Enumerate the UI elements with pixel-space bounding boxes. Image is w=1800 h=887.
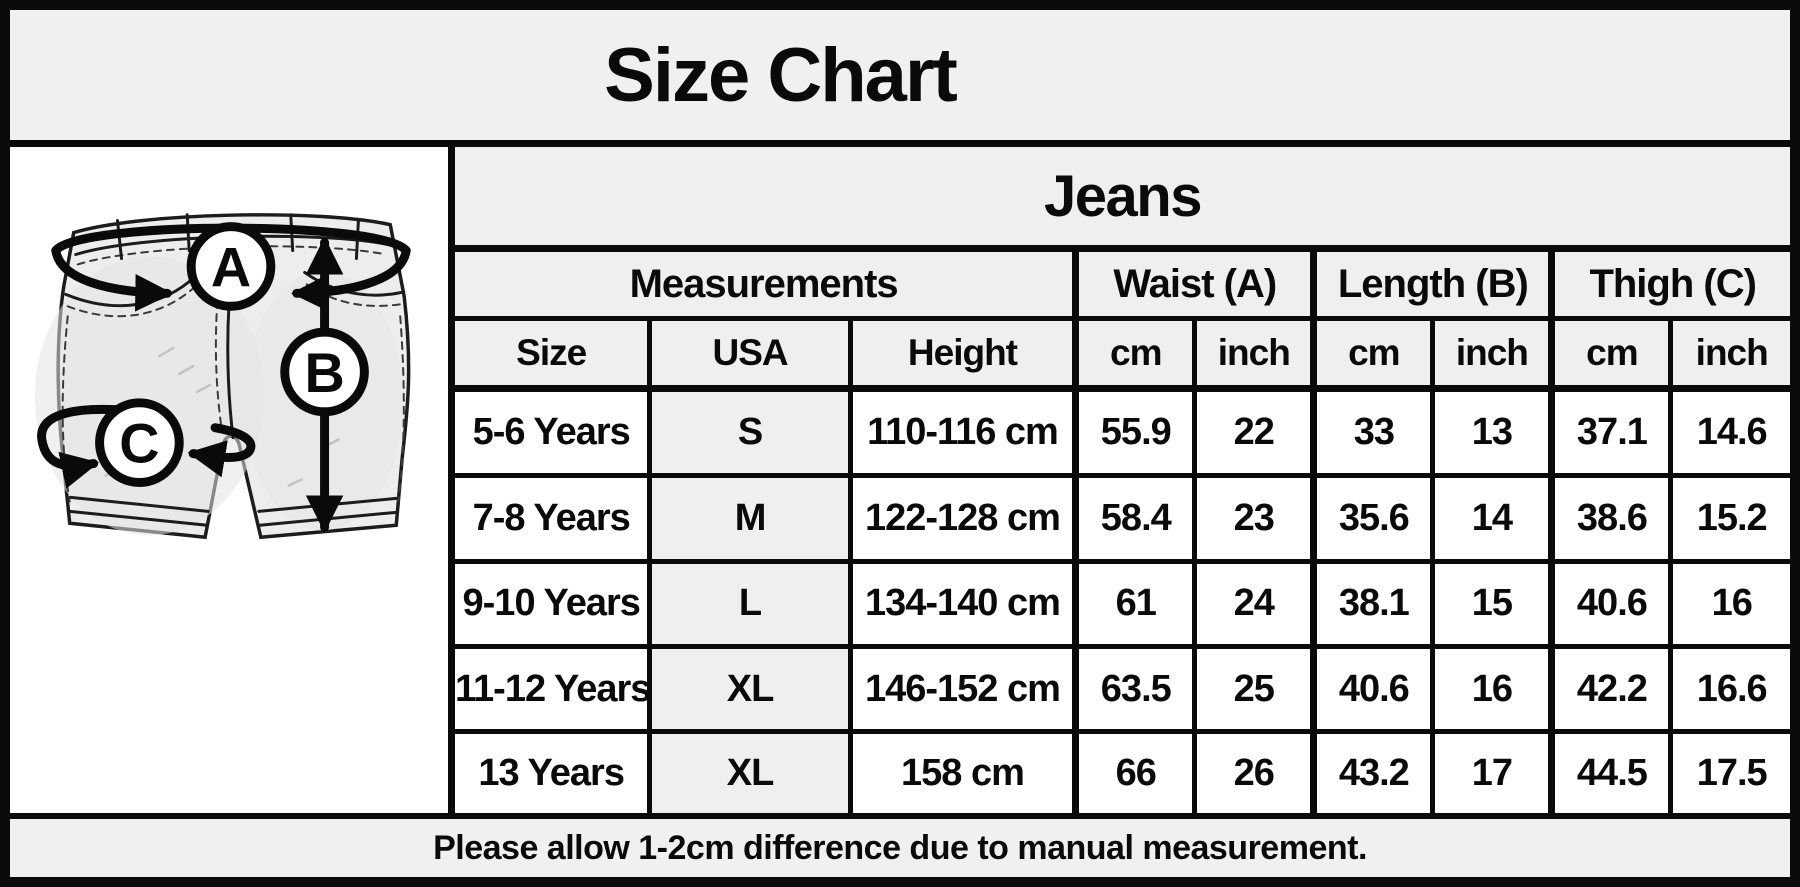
- cell-length-cm: 43.2: [1310, 729, 1436, 813]
- product-header: Jeans: [455, 147, 1790, 252]
- cell-size: 9-10 Years: [455, 558, 653, 650]
- cell-thigh-inch: 15.2: [1668, 473, 1790, 564]
- table-row: 5-6 Years S 110-116 cm 55.9 22 33 13 37.…: [455, 385, 1790, 479]
- table-row-subheaders: Size USA Height cm inch cm inch cm inch: [455, 316, 1790, 392]
- cell-thigh-inch: 16: [1668, 558, 1790, 650]
- cell-usa: M: [647, 473, 853, 564]
- cell-waist-cm: 66: [1072, 729, 1198, 813]
- cell-size: 7-8 Years: [455, 473, 653, 564]
- cell-length-inch: 14: [1430, 473, 1555, 564]
- cell-waist-inch: 22: [1192, 385, 1317, 479]
- table-row: 7-8 Years M 122-128 cm 58.4 23 35.6 14 3…: [455, 473, 1790, 564]
- cell-usa: L: [647, 558, 853, 650]
- cell-length-inch: 17: [1430, 729, 1555, 813]
- diagram-label-c: C: [119, 413, 159, 475]
- col-header-thigh-inch: inch: [1668, 316, 1790, 392]
- jeans-measurement-diagram: A B C: [10, 147, 455, 813]
- table-row-groups: Measurements Waist (A) Length (B) Thigh …: [455, 246, 1790, 321]
- cell-thigh-cm: 38.6: [1548, 473, 1674, 564]
- cell-waist-inch: 23: [1192, 473, 1317, 564]
- measurement-note: Please allow 1-2cm difference due to man…: [10, 813, 1790, 877]
- cell-thigh-inch: 16.6: [1668, 644, 1790, 735]
- group-header-thigh: Thigh (C): [1548, 246, 1790, 321]
- col-header-waist-inch: inch: [1192, 316, 1317, 392]
- cell-usa: S: [647, 385, 853, 479]
- chart-content: A B C: [10, 147, 1790, 813]
- col-header-size: Size: [455, 316, 653, 392]
- measurement-note-text: Please allow 1-2cm difference due to man…: [433, 828, 1367, 867]
- group-header-waist: Waist (A): [1072, 246, 1317, 321]
- cell-height: 146-152 cm: [847, 644, 1079, 735]
- cell-size: 13 Years: [455, 729, 653, 813]
- col-header-waist-cm: cm: [1072, 316, 1198, 392]
- page-title: Size Chart: [604, 32, 958, 118]
- diagram-label-b-badge: B: [280, 327, 369, 417]
- cell-length-cm: 38.1: [1310, 558, 1436, 650]
- cell-usa: XL: [647, 644, 853, 735]
- cell-length-cm: 33: [1310, 385, 1436, 479]
- table-row: 13 Years XL 158 cm 66 26 43.2 17 44.5 17…: [455, 729, 1790, 813]
- thigh-arrow-icon: [37, 404, 256, 489]
- cell-thigh-cm: 40.6: [1548, 558, 1674, 650]
- diagram-label-c-badge: C: [95, 398, 184, 487]
- cell-length-inch: 16: [1430, 644, 1555, 735]
- col-header-length-inch: inch: [1430, 316, 1555, 392]
- col-header-length-cm: cm: [1310, 316, 1436, 392]
- group-header-measurements: Measurements: [455, 246, 1079, 321]
- cell-waist-cm: 61: [1072, 558, 1198, 650]
- cell-thigh-cm: 44.5: [1548, 729, 1674, 813]
- table-row: 9-10 Years L 134-140 cm 61 24 38.1 15 40…: [455, 558, 1790, 650]
- cell-waist-inch: 25: [1192, 644, 1317, 735]
- cell-waist-cm: 63.5: [1072, 644, 1198, 735]
- table-row-product: Jeans: [455, 147, 1790, 252]
- cell-height: 134-140 cm: [847, 558, 1079, 650]
- cell-size: 11-12 Years: [455, 644, 653, 735]
- cell-waist-inch: 26: [1192, 729, 1317, 813]
- cell-height: 158 cm: [847, 729, 1079, 813]
- cell-thigh-inch: 14.6: [1668, 385, 1790, 479]
- diagram-label-b: B: [304, 342, 344, 404]
- diagram-label-a-badge: A: [186, 222, 276, 311]
- size-table: Jeans Measurements Waist (A) Length (B) …: [455, 147, 1790, 813]
- cell-usa: XL: [647, 729, 853, 813]
- table-row: 11-12 Years XL 146-152 cm 63.5 25 40.6 1…: [455, 644, 1790, 735]
- group-header-length: Length (B): [1310, 246, 1555, 321]
- col-header-usa: USA: [647, 316, 853, 392]
- cell-thigh-cm: 42.2: [1548, 644, 1674, 735]
- cell-size: 5-6 Years: [455, 385, 653, 479]
- size-table-wrap: Jeans Measurements Waist (A) Length (B) …: [455, 147, 1790, 813]
- cell-length-cm: 40.6: [1310, 644, 1436, 735]
- jeans-diagram-svg: A B C: [34, 213, 411, 540]
- cell-thigh-inch: 17.5: [1668, 729, 1790, 813]
- cell-length-inch: 13: [1430, 385, 1555, 479]
- cell-height: 110-116 cm: [847, 385, 1079, 479]
- cell-height: 122-128 cm: [847, 473, 1079, 564]
- cell-length-cm: 35.6: [1310, 473, 1436, 564]
- col-header-thigh-cm: cm: [1548, 316, 1674, 392]
- cell-waist-inch: 24: [1192, 558, 1317, 650]
- cell-waist-cm: 55.9: [1072, 385, 1198, 479]
- cell-thigh-cm: 37.1: [1548, 385, 1674, 479]
- col-header-height: Height: [847, 316, 1079, 392]
- title-bar: Size Chart: [10, 10, 1790, 147]
- cell-length-inch: 15: [1430, 558, 1555, 650]
- cell-waist-cm: 58.4: [1072, 473, 1198, 564]
- diagram-label-a: A: [211, 236, 251, 298]
